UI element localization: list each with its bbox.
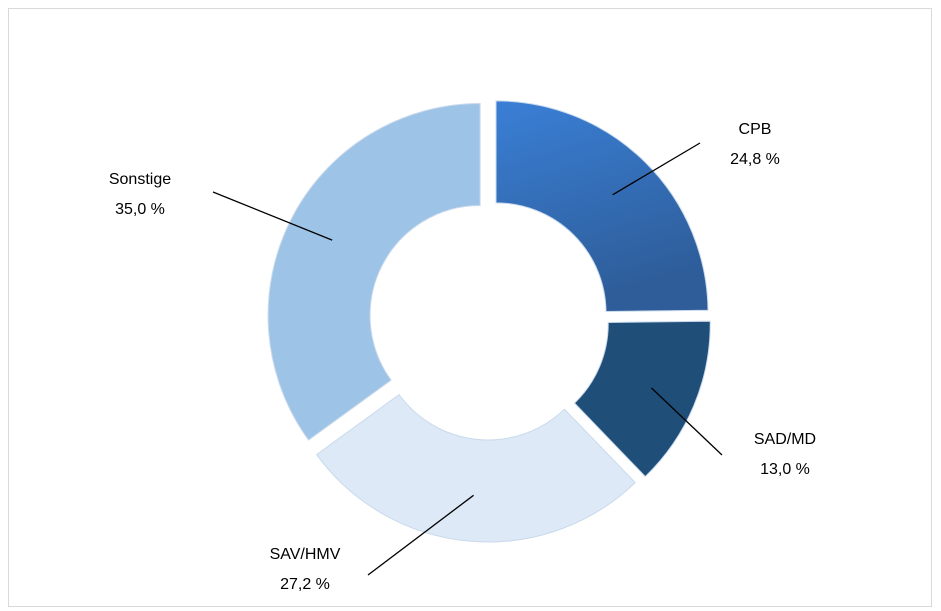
slice-label: CPB: [739, 121, 772, 138]
donut-segment: [267, 102, 481, 441]
leader-line: [612, 142, 701, 196]
slice-label: Sonstige: [109, 171, 171, 188]
slice-label: SAD/MD: [754, 431, 816, 448]
slice-value-label: 24,8 %: [730, 151, 780, 168]
leader-line: [212, 191, 333, 241]
slice-label: SAV/HMV: [270, 546, 341, 563]
donut-segment: [315, 393, 636, 543]
leader-line: [367, 494, 474, 576]
slice-value-label: 35,0 %: [115, 201, 165, 218]
donut-segment: [573, 320, 711, 478]
donut-segment: [495, 100, 709, 313]
slice-value-label: 27,2 %: [280, 576, 330, 593]
slice-value-label: 13,0 %: [760, 461, 810, 478]
leader-line: [650, 387, 723, 456]
